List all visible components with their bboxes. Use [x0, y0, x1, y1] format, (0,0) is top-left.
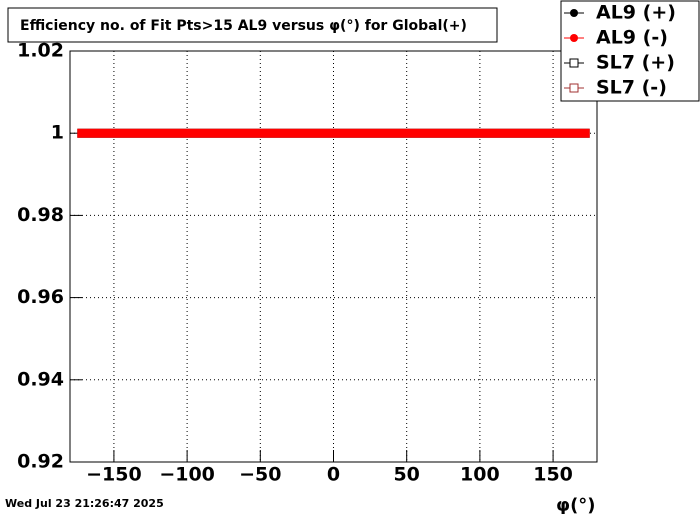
x-axis-label: φ(°): [556, 495, 596, 514]
plot-frame: [69, 50, 598, 463]
legend-label: SL7 (-): [596, 77, 667, 99]
title-box: [7, 7, 498, 43]
x-tick-label: 100: [460, 464, 500, 486]
x-tick-label: 150: [533, 464, 573, 486]
x-tick-label: −100: [159, 464, 215, 486]
legend-box: [560, 0, 700, 102]
legend-marker: [570, 9, 578, 17]
y-tick-label: 0.92: [17, 451, 64, 473]
legend-label: SL7 (+): [596, 52, 675, 74]
y-tick-label: 0.96: [17, 286, 64, 308]
x-tick-label: −50: [239, 464, 281, 486]
y-tick-label: 0.94: [17, 368, 64, 390]
legend-marker: [569, 83, 579, 93]
legend-marker: [569, 58, 579, 68]
legend-marker: [570, 34, 578, 42]
x-tick-label: −150: [86, 464, 142, 486]
timestamp: Wed Jul 23 21:26:47 2025: [5, 497, 164, 510]
y-tick-label: 1.02: [17, 40, 64, 62]
chart-title: Efficiency no. of Fit Pts>15 AL9 versus …: [20, 18, 467, 34]
legend-label: AL9 (+): [596, 2, 676, 24]
x-tick-label: 50: [393, 464, 419, 486]
legend-label: AL9 (-): [596, 27, 668, 49]
y-tick-label: 0.98: [17, 204, 64, 226]
x-tick-label: 0: [327, 464, 340, 486]
y-tick-label: 1: [51, 122, 64, 144]
